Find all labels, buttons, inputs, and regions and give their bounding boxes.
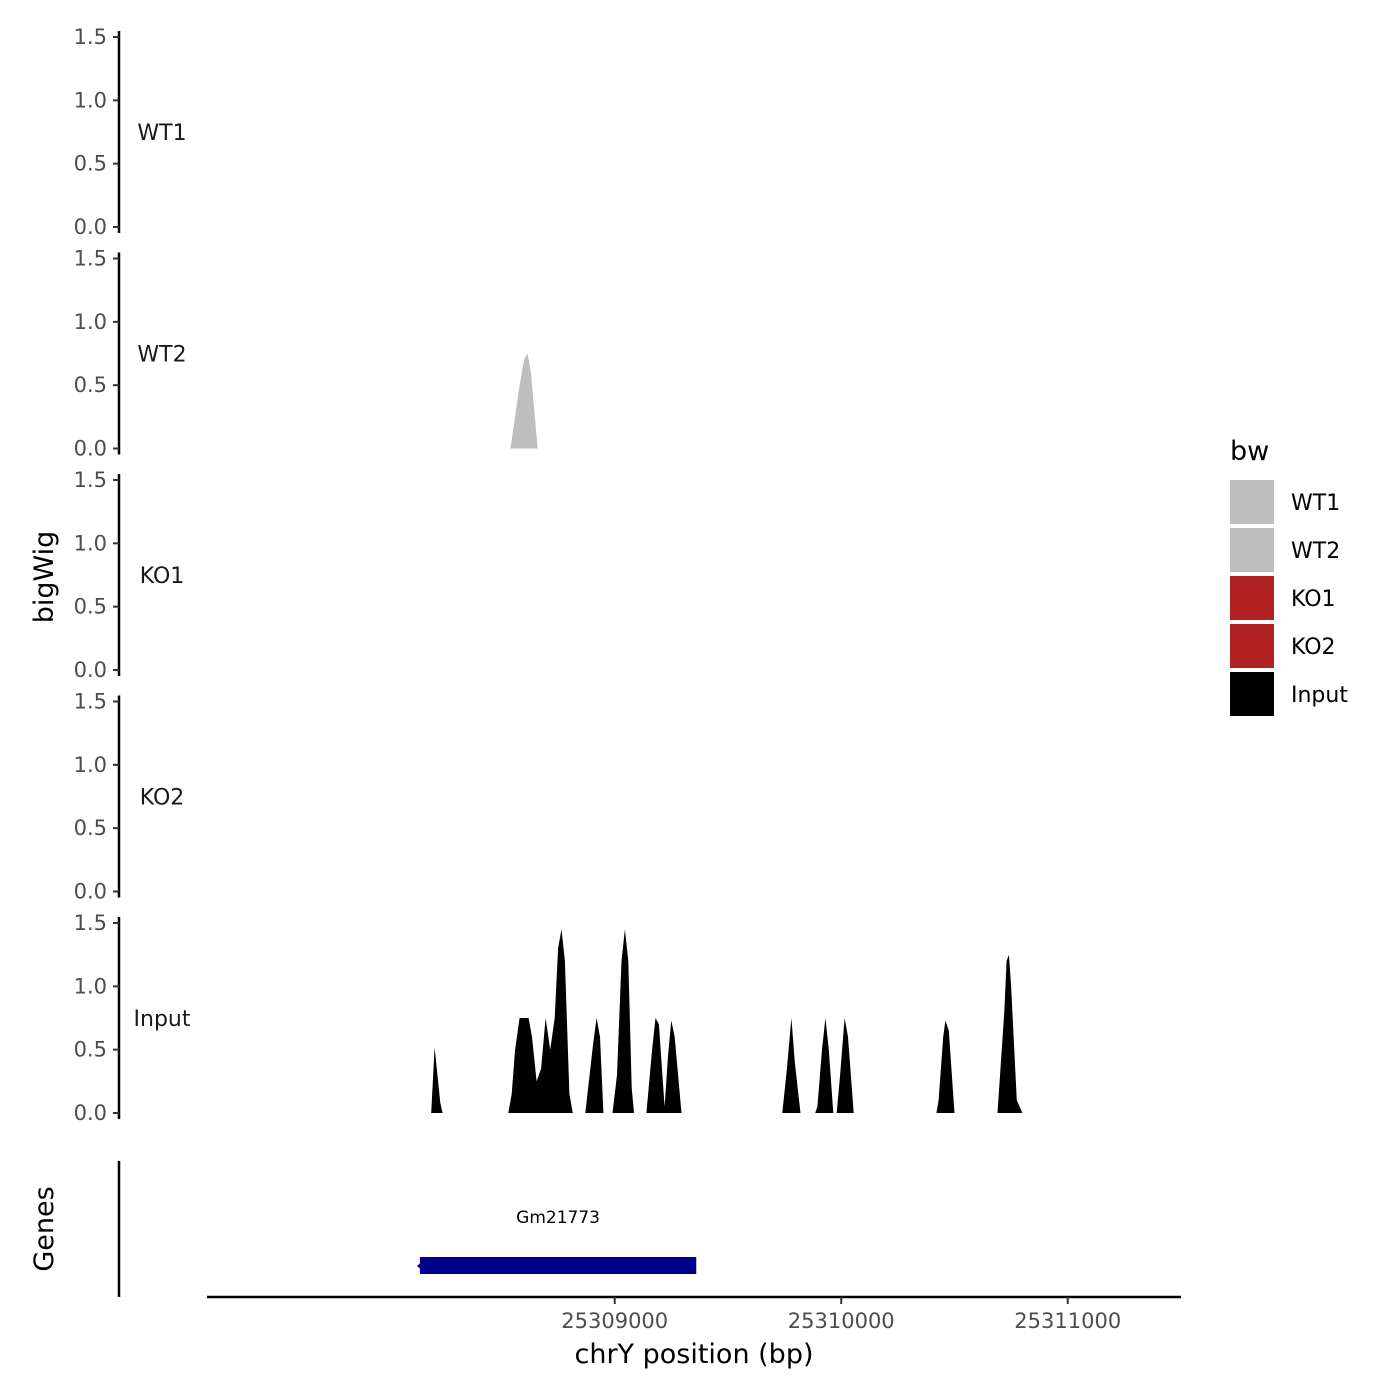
track-panel-wt2: 0.0 0.5 1.0 1.5 WT2 [74, 247, 538, 461]
signal-peak [646, 1018, 682, 1113]
y-tick-label: 0.0 [74, 658, 107, 682]
track-label: Input [134, 1007, 191, 1032]
y-tick-label: 1.5 [74, 25, 107, 49]
y-tick-label: 1.0 [74, 310, 107, 334]
track-panel-ko2: 0.0 0.5 1.0 1.5 KO2 [74, 690, 185, 904]
legend: bw WT1 WT2 KO1 KO2 Input [1230, 436, 1348, 716]
genes-axis-title: Genes [29, 1186, 60, 1271]
signal-peak [997, 954, 1023, 1113]
track-label: WT1 [137, 121, 186, 146]
y-tick-label: 1.0 [74, 88, 107, 112]
gene-body [419, 1257, 697, 1274]
y-tick-label: 1.0 [74, 974, 107, 998]
track-panel-input: 0.0 0.5 1.0 1.5 Input [74, 911, 1023, 1125]
signal-peak [836, 1018, 854, 1113]
track-label: WT2 [137, 343, 186, 368]
signal-peak [612, 929, 634, 1113]
track-panel-wt1: 0.0 0.5 1.0 1.5 WT1 [74, 25, 187, 239]
legend-swatch-wt2 [1230, 528, 1274, 572]
x-tick-label: 25311000 [1014, 1309, 1121, 1333]
x-axis-title: chrY position (bp) [574, 1339, 813, 1370]
y-tick-label: 0.5 [74, 373, 107, 397]
signal-peak [782, 1018, 801, 1113]
signal-peak [936, 1020, 955, 1113]
legend-label: KO2 [1291, 635, 1336, 660]
x-axis: 25309000 25310000 25311000 [207, 1295, 1181, 1333]
gene-label: Gm21773 [516, 1208, 600, 1228]
y-tick-label: 1.5 [74, 690, 107, 714]
x-tick-label: 25310000 [788, 1309, 895, 1333]
gene-strand-arrow [416, 1261, 423, 1271]
legend-label: WT2 [1291, 539, 1340, 564]
track-label: KO1 [140, 564, 185, 589]
legend-swatch-ko1 [1230, 576, 1274, 620]
y-tick-label: 1.0 [74, 531, 107, 555]
y-tick-label: 1.5 [74, 911, 107, 935]
track-panel-ko1: 0.0 0.5 1.0 1.5 KO1 [74, 468, 185, 682]
track-label: KO2 [140, 786, 185, 811]
signal-peak [431, 1047, 443, 1113]
signal-peak [508, 929, 573, 1113]
y-tick-label: 0.5 [74, 152, 107, 176]
y-tick-label: 0.5 [74, 1038, 107, 1062]
legend-swatch-ko2 [1230, 624, 1274, 668]
x-tick-label: 25309000 [561, 1309, 668, 1333]
legend-swatch-wt1 [1230, 480, 1274, 524]
signal-peak [510, 353, 538, 449]
y-axis-title: bigWig [29, 531, 60, 624]
signal-peak [585, 1018, 604, 1113]
legend-swatch-input [1230, 672, 1274, 716]
y-tick-label: 0.5 [74, 816, 107, 840]
signal-panels: 0.0 0.5 1.0 1.5 WT1 0.0 0.5 1.0 1.5 WT2 0.0 0.5 1.0 1… [74, 25, 1023, 1125]
legend-label: KO1 [1291, 587, 1336, 612]
y-tick-label: 0.0 [74, 880, 107, 904]
y-tick-label: 1.0 [74, 753, 107, 777]
y-tick-label: 0.5 [74, 595, 107, 619]
y-tick-label: 0.0 [74, 215, 107, 239]
legend-label: Input [1291, 683, 1348, 708]
y-tick-label: 1.5 [74, 468, 107, 492]
signal-peak [815, 1018, 834, 1113]
y-tick-label: 1.5 [74, 247, 107, 271]
y-tick-label: 0.0 [74, 1101, 107, 1125]
legend-title: bw [1230, 436, 1269, 467]
y-tick-label: 0.0 [74, 437, 107, 461]
legend-label: WT1 [1291, 491, 1340, 516]
genes-panel: Gm21773 [117, 1161, 697, 1297]
